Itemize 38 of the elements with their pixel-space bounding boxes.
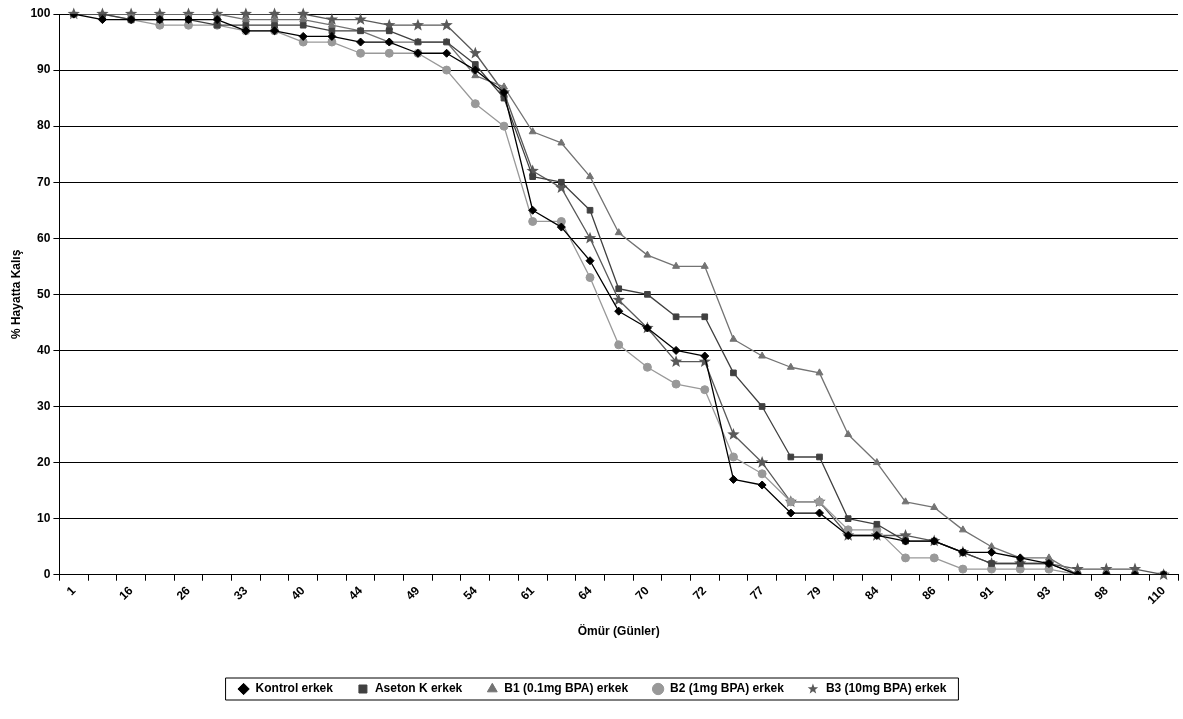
legend-label: Kontrol erkek (255, 681, 334, 696)
y-tick-label: 50 (37, 286, 51, 301)
x-tick-label: 98 (1091, 583, 1111, 603)
x-tick-label: 33 (230, 583, 251, 603)
y-tick-label: 60 (37, 230, 51, 245)
x-axis-title: Ömür (Günler) (577, 623, 660, 639)
x-tick-label: 93 (1034, 583, 1054, 603)
x-tick-label: 61 (517, 583, 538, 603)
x-tick-label: 110 (1144, 583, 1169, 607)
x-tick-label: 86 (919, 583, 939, 603)
x-tick-label: 54 (460, 583, 480, 603)
y-tick-label: 100 (30, 6, 51, 21)
y-tick-label: 70 (37, 174, 51, 189)
x-tick-label: 84 (861, 583, 882, 603)
y-tick-label: 10 (37, 510, 51, 525)
legend-label: Aseton K erkek (374, 681, 463, 696)
x-tick-label: 77 (747, 583, 767, 603)
y-tick-label: 80 (37, 118, 51, 133)
legend-label: B1 (0.1mg BPA) erkek (504, 681, 629, 696)
x-tick-label: 72 (689, 583, 710, 603)
x-tick-label: 44 (345, 583, 366, 603)
y-tick-label: 30 (37, 398, 51, 413)
x-tick-label: 16 (116, 583, 136, 603)
y-tick-label: 20 (37, 454, 51, 469)
y-tick-label: 40 (37, 342, 51, 357)
x-tick-label: 1 (63, 583, 79, 599)
x-tick-label: 40 (288, 583, 308, 603)
legend-label: B3 (10mg BPA) erkek (825, 681, 947, 696)
y-tick-label: 90 (37, 62, 51, 77)
legend-label: B2 (1mg BPA) erkek (670, 681, 785, 696)
x-tick-label: 70 (632, 583, 653, 603)
x-tick-label: 49 (403, 583, 423, 603)
x-tick-label: 64 (575, 583, 595, 603)
x-tick-label: 26 (173, 583, 194, 603)
y-tick-label: 0 (43, 567, 51, 582)
x-tick-label: 79 (804, 583, 825, 603)
y-axis-title: % Hayatta Kalış (8, 249, 23, 340)
x-tick-label: 91 (976, 583, 997, 603)
